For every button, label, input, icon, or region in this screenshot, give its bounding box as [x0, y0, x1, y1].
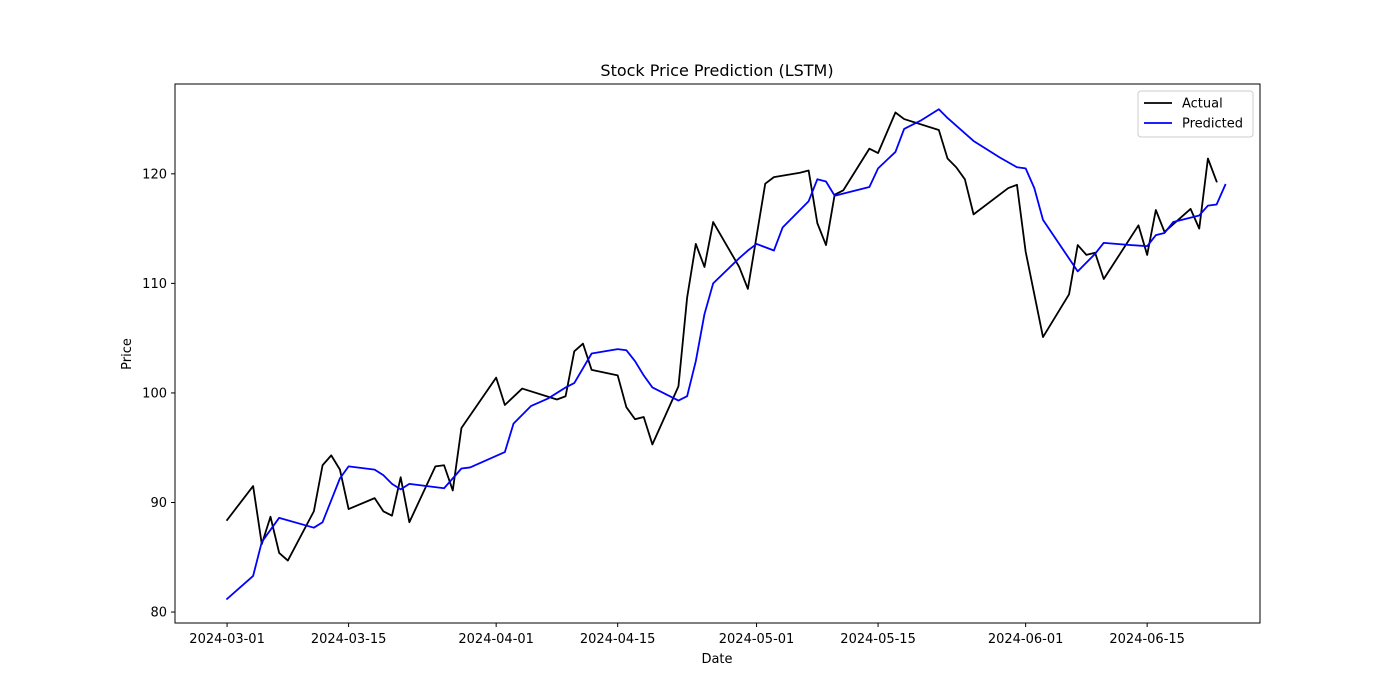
x-tick-label: 2024-06-15: [1109, 632, 1185, 647]
y-tick-label: 90: [150, 496, 167, 511]
x-tick-label: 2024-06-01: [988, 632, 1064, 647]
x-axis-title: Date: [701, 652, 732, 667]
y-tick-label: 80: [150, 606, 167, 621]
y-tick-label: 120: [142, 167, 167, 182]
y-tick-label: 110: [142, 277, 167, 292]
series-line-predicted: [225, 108, 1227, 601]
y-axis-title: Price: [120, 338, 135, 370]
series-layer: [225, 108, 1227, 601]
x-tick-label: 2024-04-15: [580, 632, 656, 647]
x-tick-label: 2024-05-15: [840, 632, 916, 647]
series-line-actual: [225, 111, 1218, 562]
chart-title: Stock Price Prediction (LSTM): [600, 61, 833, 80]
x-axis-ticks: 2024-03-01 2024-03-15 2024-04-01 2024-04-15…: [189, 623, 1185, 647]
x-tick-label: 2024-03-01: [189, 632, 265, 647]
y-tick-label: 100: [142, 386, 167, 401]
y-axis-ticks: 80 90 100 110 120: [142, 167, 175, 621]
x-tick-label: 2024-03-15: [311, 632, 387, 647]
plot-frame: [174, 83, 1261, 624]
x-tick-label: 2024-05-01: [719, 632, 795, 647]
legend: Actual Predicted: [1137, 90, 1254, 138]
legend-label-predicted: Predicted: [1182, 117, 1243, 132]
x-tick-label: 2024-04-01: [458, 632, 534, 647]
legend-label-actual: Actual: [1182, 97, 1223, 112]
